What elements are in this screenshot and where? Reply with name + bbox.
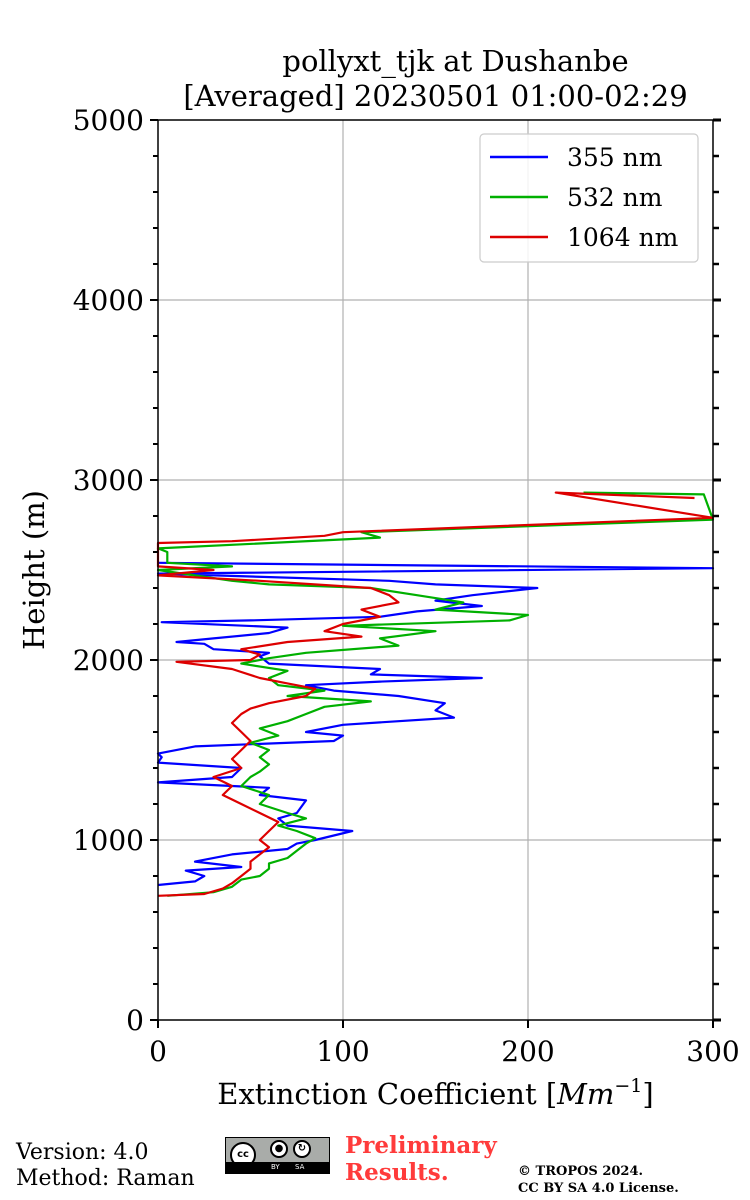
x-tick-label: 0 — [149, 1035, 167, 1068]
x-tick-label: 300 — [686, 1035, 739, 1068]
y-tick-label: 4000 — [73, 284, 144, 317]
y-tick-label: 3000 — [73, 464, 144, 497]
by-label: BY — [271, 1163, 280, 1171]
preliminary-label: Preliminary — [345, 1132, 497, 1159]
y-tick-label: 5000 — [73, 104, 144, 137]
results-label: Results. — [345, 1159, 449, 1186]
series-line-1064-nm — [156, 491, 715, 897]
legend-label: 355 nm — [567, 143, 663, 172]
method-text: Method: Raman — [16, 1166, 195, 1191]
badge-bar — [226, 1162, 329, 1173]
version-text: Version: 4.0 — [16, 1140, 149, 1165]
legend-box — [479, 133, 699, 263]
plot-frame — [157, 119, 714, 1021]
x-tick-label: 100 — [316, 1035, 369, 1068]
y-axis-label: Height (m) — [17, 490, 51, 650]
copyright-text: © TROPOS 2024. — [518, 1164, 644, 1179]
series-line-532-nm — [156, 491, 715, 897]
y-tick-label: 0 — [126, 1004, 144, 1037]
y-tick-label: 1000 — [73, 824, 144, 857]
y-tick-label: 2000 — [73, 644, 144, 677]
x-axis-label: Extinction Coefficient [Mm−1] — [217, 1075, 653, 1111]
license-text: CC BY SA 4.0 License. — [518, 1181, 679, 1196]
chart-title-line1: pollyxt_tjk at Dushanbe — [282, 44, 628, 79]
series-group — [156, 491, 715, 897]
cc-license-badge: cc ● ↻ BY SA — [225, 1137, 330, 1174]
share-alike-icon: ↻ — [293, 1140, 311, 1158]
chart-title-line2: [Averaged] 20230501 01:00-02:29 — [183, 79, 687, 113]
legend: 355 nm 532 nm 1064 nm — [479, 133, 699, 263]
x-tick-label: 200 — [501, 1035, 554, 1068]
legend-label: 532 nm — [567, 183, 663, 212]
series-line-355-nm — [156, 561, 715, 887]
legend-label: 1064 nm — [567, 223, 679, 252]
person-icon: ● — [270, 1140, 288, 1158]
sa-label: SA — [295, 1163, 305, 1171]
